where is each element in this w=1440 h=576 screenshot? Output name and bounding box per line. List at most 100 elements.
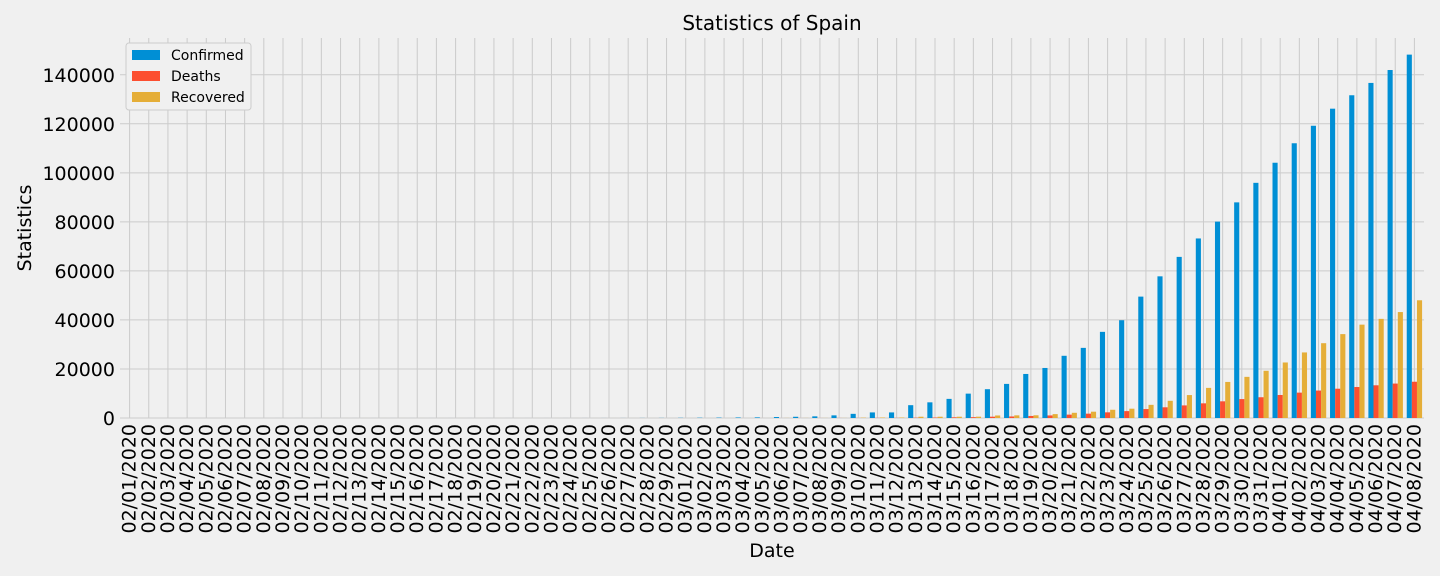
series-deaths <box>721 381 1417 418</box>
y-tick-label-120000: 120000 <box>42 114 115 136</box>
legend: Confirmed Deaths Recovered <box>125 42 252 111</box>
bar-deaths-03-29-2020 <box>1220 401 1226 418</box>
bar-deaths-03-20-2020 <box>1047 415 1053 418</box>
x-tick-label-02-15-2020: 02/15/2020 <box>387 424 409 534</box>
bar-confirmed-03-17-2020 <box>984 389 990 418</box>
bar-recovered-03-22-2020 <box>1090 411 1097 418</box>
bar-deaths-04-07-2020 <box>1392 383 1398 418</box>
x-tick-label-03-02-2020: 03/02/2020 <box>694 424 716 534</box>
bar-recovered-04-03-2020 <box>1321 343 1327 418</box>
bar-confirmed-03-12-2020 <box>888 412 895 418</box>
bar-confirmed-03-30-2020 <box>1234 202 1240 418</box>
x-tick-label-03-20-2020: 03/20/2020 <box>1039 424 1061 534</box>
x-tick-label-03-11-2020: 03/11/2020 <box>866 424 888 534</box>
bar-deaths-04-01-2020 <box>1277 394 1283 418</box>
x-tick-label-03-10-2020: 03/10/2020 <box>847 424 869 534</box>
legend-label-confirmed: Confirmed <box>171 48 244 64</box>
bar-recovered-03-25-2020 <box>1148 404 1154 418</box>
y-tick-label-0: 0 <box>103 408 115 430</box>
bar-deaths-04-04-2020 <box>1335 388 1341 418</box>
bar-recovered-03-14-2020 <box>937 416 943 418</box>
bar-deaths-04-03-2020 <box>1315 390 1322 418</box>
bar-deaths-03-26-2020 <box>1162 407 1168 418</box>
x-tick-label-02-24-2020: 02/24/2020 <box>560 424 582 534</box>
x-tick-label-03-08-2020: 03/08/2020 <box>809 424 831 534</box>
x-tick-label-02-28-2020: 02/28/2020 <box>636 424 658 534</box>
bar-recovered-03-29-2020 <box>1225 381 1231 418</box>
x-tick-label-03-03-2020: 03/03/2020 <box>713 424 735 534</box>
x-tick-label-04-05-2020: 04/05/2020 <box>1346 424 1368 534</box>
x-tick-label-02-22-2020: 02/22/2020 <box>521 424 543 534</box>
y-tick-label-40000: 40000 <box>55 310 115 332</box>
bar-confirmed-03-27-2020 <box>1176 256 1182 418</box>
series-recovered <box>304 300 1423 418</box>
bar-recovered-04-05-2020 <box>1359 324 1365 418</box>
bar-confirmed-03-14-2020 <box>927 402 933 418</box>
legend-swatch-confirmed <box>132 50 160 60</box>
bar-recovered-04-02-2020 <box>1301 352 1308 418</box>
x-tick-label-03-17-2020: 03/17/2020 <box>982 424 1004 534</box>
bar-recovered-03-16-2020 <box>975 416 982 418</box>
bar-recovered-03-26-2020 <box>1167 400 1173 418</box>
x-tick-label-03-18-2020: 03/18/2020 <box>1001 424 1023 534</box>
bar-recovered-03-19-2020 <box>1033 415 1039 418</box>
bar-confirmed-03-20-2020 <box>1042 367 1048 418</box>
bar-confirmed-03-07-2020 <box>793 416 799 418</box>
bar-deaths-03-19-2020 <box>1028 415 1034 418</box>
chart-title: Statistics of Spain <box>682 11 861 35</box>
x-tick-label-04-04-2020: 04/04/2020 <box>1327 424 1349 534</box>
bar-deaths-03-22-2020 <box>1085 413 1091 418</box>
bar-recovered-03-31-2020 <box>1263 370 1269 418</box>
bar-confirmed-03-04-2020 <box>735 417 741 418</box>
bar-recovered-03-13-2020 <box>918 416 924 418</box>
bar-recovered-03-20-2020 <box>1052 414 1058 418</box>
bar-confirmed-04-03-2020 <box>1310 125 1316 418</box>
x-tick-label-03-31-2020: 03/31/2020 <box>1250 424 1272 534</box>
x-tick-label-02-20-2020: 02/20/2020 <box>483 424 505 534</box>
x-tick-label-03-16-2020: 03/16/2020 <box>962 424 984 534</box>
y-tick-labels: 0 20000 40000 60000 80000 100000 120000 140000 <box>42 65 115 430</box>
y-tick-label-140000: 140000 <box>42 65 115 87</box>
bar-confirmed-03-19-2020 <box>1023 373 1029 418</box>
x-tick-label-03-04-2020: 03/04/2020 <box>732 424 754 534</box>
x-tick-label-03-23-2020: 03/23/2020 <box>1097 424 1119 534</box>
x-tick-label-03-27-2020: 03/27/2020 <box>1173 424 1195 534</box>
bars <box>160 54 1423 419</box>
bar-confirmed-03-13-2020 <box>908 405 914 418</box>
bar-recovered-04-08-2020 <box>1416 300 1423 418</box>
bar-recovered-03-24-2020 <box>1129 408 1135 418</box>
x-tick-label-03-12-2020: 03/12/2020 <box>886 424 908 534</box>
bar-confirmed-03-10-2020 <box>850 413 856 418</box>
bar-confirmed-03-16-2020 <box>965 393 971 418</box>
x-tick-label-04-08-2020: 04/08/2020 <box>1403 424 1425 534</box>
y-axis-label: Statistics <box>14 185 36 272</box>
bar-recovered-04-01-2020 <box>1282 362 1288 418</box>
legend-swatch-deaths <box>132 71 160 81</box>
x-tick-label-03-06-2020: 03/06/2020 <box>771 424 793 534</box>
bar-deaths-03-27-2020 <box>1181 405 1187 418</box>
x-tick-label-02-02-2020: 02/02/2020 <box>138 424 160 534</box>
bar-recovered-03-21-2020 <box>1071 412 1077 418</box>
bar-confirmed-03-09-2020 <box>831 415 837 418</box>
x-tick-label-02-14-2020: 02/14/2020 <box>368 424 390 534</box>
legend-swatch-recovered <box>132 92 160 102</box>
x-axis-label: Date <box>749 540 794 562</box>
bar-deaths-03-31-2020 <box>1258 397 1264 418</box>
x-tick-label-02-27-2020: 02/27/2020 <box>617 424 639 534</box>
x-tick-label-02-13-2020: 02/13/2020 <box>349 424 371 534</box>
bar-confirmed-03-11-2020 <box>869 412 875 418</box>
x-tick-label-03-14-2020: 03/14/2020 <box>924 424 946 534</box>
bar-confirmed-04-05-2020 <box>1349 95 1355 418</box>
bar-confirmed-03-21-2020 <box>1061 355 1067 418</box>
x-tick-label-03-28-2020: 03/28/2020 <box>1192 424 1214 534</box>
bar-confirmed-03-06-2020 <box>773 417 780 418</box>
bar-recovered-04-07-2020 <box>1397 312 1403 418</box>
bar-recovered-03-27-2020 <box>1186 395 1192 418</box>
bar-deaths-03-18-2020 <box>1009 416 1015 418</box>
plot-area <box>120 38 1424 418</box>
x-tick-label-02-29-2020: 02/29/2020 <box>656 424 678 534</box>
y-tick-label-80000: 80000 <box>55 212 115 234</box>
x-tick-label-03-30-2020: 03/30/2020 <box>1231 424 1253 534</box>
x-tick-label-03-24-2020: 03/24/2020 <box>1116 424 1138 534</box>
x-tick-label-03-01-2020: 03/01/2020 <box>675 424 697 534</box>
